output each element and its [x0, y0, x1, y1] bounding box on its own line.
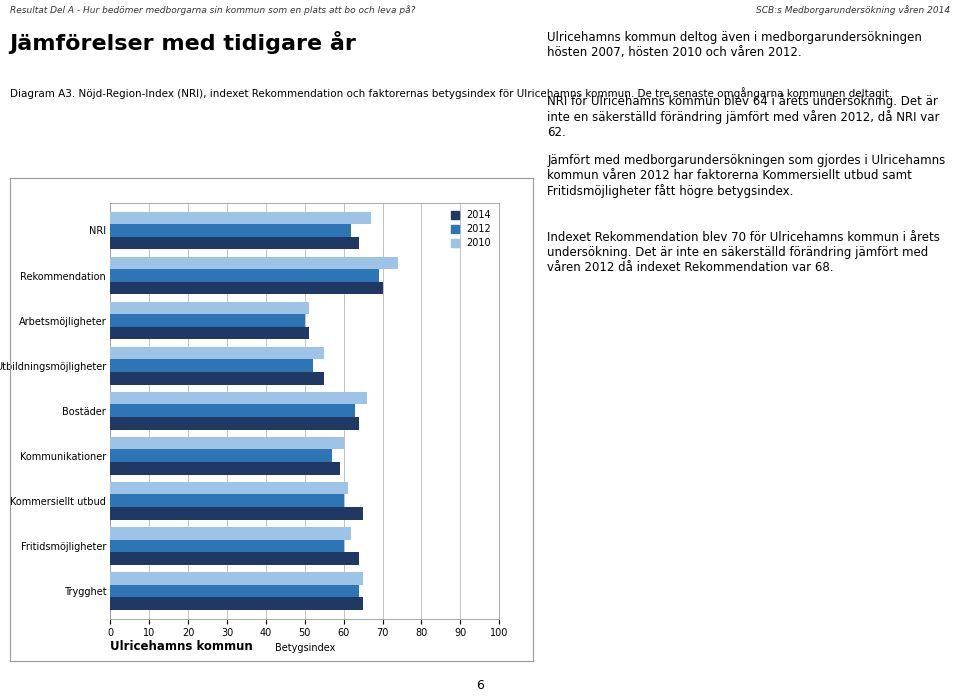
Bar: [110, 282, 383, 294]
X-axis label: Betygsindex: Betygsindex: [275, 642, 335, 652]
Bar: [110, 540, 344, 552]
Text: Jämförelser med tidigare år: Jämförelser med tidigare år: [10, 31, 356, 55]
Bar: [110, 552, 359, 565]
Bar: [110, 315, 305, 327]
Bar: [110, 212, 371, 224]
Bar: [110, 572, 363, 584]
Text: Jämfört med medborgarundersökningen som gjordes i Ulricehamns kommun våren 2012 : Jämfört med medborgarundersökningen som …: [547, 154, 946, 198]
Bar: [110, 359, 313, 372]
Text: Indexet Rekommendation blev 70 för Ulricehamns kommun i årets undersökning. Det : Indexet Rekommendation blev 70 för Ulric…: [547, 231, 940, 274]
Bar: [110, 391, 367, 404]
Text: Diagram A3. Nöjd-Region-Index (NRI), indexet Rekommendation och faktorernas bety: Diagram A3. Nöjd-Region-Index (NRI), ind…: [10, 87, 892, 99]
Bar: [110, 269, 378, 282]
Bar: [110, 257, 398, 269]
Bar: [110, 404, 355, 417]
Bar: [110, 597, 363, 610]
Bar: [110, 482, 348, 494]
Bar: [110, 437, 344, 449]
Bar: [110, 417, 359, 430]
Bar: [110, 237, 359, 250]
Text: Ulricehamns kommun: Ulricehamns kommun: [110, 640, 253, 653]
Bar: [110, 584, 359, 597]
Text: Ulricehamns kommun deltog även i medborgarundersökningen hösten 2007, hösten 201: Ulricehamns kommun deltog även i medborg…: [547, 31, 922, 59]
Bar: [110, 507, 363, 519]
Text: Resultat Del A - Hur bedömer medborgarna sin kommun som en plats att bo och leva: Resultat Del A - Hur bedömer medborgarna…: [10, 5, 415, 15]
Bar: [110, 347, 324, 359]
Bar: [110, 527, 351, 540]
Bar: [110, 449, 332, 462]
Bar: [110, 327, 309, 340]
Bar: [110, 462, 340, 475]
Bar: [110, 372, 324, 384]
Bar: [110, 224, 351, 237]
Text: 6: 6: [476, 679, 484, 692]
Bar: [110, 494, 344, 507]
Text: SCB:s Medborgarundersökning våren 2014: SCB:s Medborgarundersökning våren 2014: [756, 5, 950, 15]
Text: NRI för Ulricehamns kommun blev 64 i årets undersökning. Det är inte en säkerstä: NRI för Ulricehamns kommun blev 64 i åre…: [547, 94, 940, 140]
Bar: [110, 302, 309, 315]
Legend: 2014, 2012, 2010: 2014, 2012, 2010: [448, 208, 494, 251]
